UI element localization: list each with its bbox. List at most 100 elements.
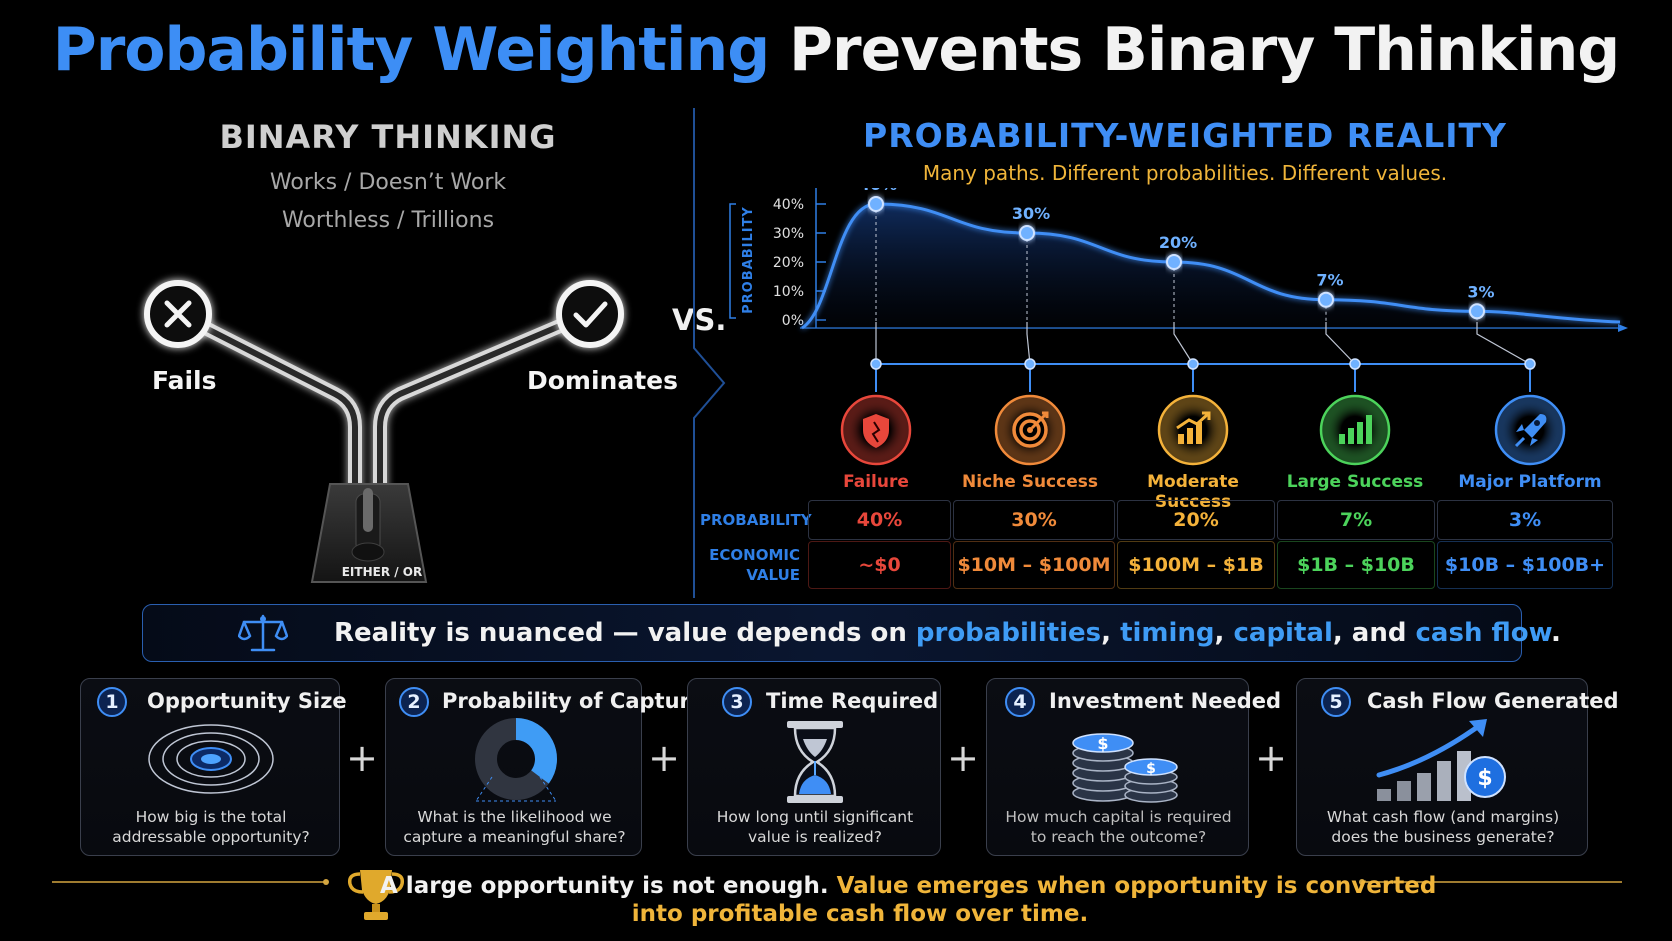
svg-text:$: $ xyxy=(1097,734,1108,753)
factor-desc-1: How much capital is required xyxy=(1005,808,1232,826)
connector-node xyxy=(1349,358,1361,370)
factor-title: Investment Needed xyxy=(1049,689,1282,713)
binary-title: BINARY THINKING xyxy=(219,118,557,156)
banner-part: Reality is nuanced — value depends on xyxy=(334,618,916,648)
rocket-icon xyxy=(1492,392,1568,468)
growth-chart-icon xyxy=(1155,392,1231,468)
row-label-value: VALUE xyxy=(746,566,800,584)
donut-chart-icon xyxy=(475,718,557,802)
reality-subtitle: Many paths. Different probabilities. Dif… xyxy=(922,161,1448,185)
factor-number: 2 xyxy=(399,687,429,717)
x-axis-arrow xyxy=(1618,324,1628,332)
binary-fork-diagram xyxy=(144,280,624,583)
title-rest: Prevents Binary Thinking xyxy=(789,15,1620,85)
connector-node xyxy=(870,358,882,370)
outcome-value: $100M – $1B xyxy=(1117,541,1275,589)
factor-number: 5 xyxy=(1321,687,1351,717)
title-highlight: Probability Weighting xyxy=(52,15,770,85)
factor-number: 1 xyxy=(97,687,127,717)
check-icon xyxy=(556,280,624,348)
bottom-rule xyxy=(52,879,1622,885)
data-point xyxy=(1166,254,1182,270)
factor-card-cash-flow-generated: 5 Cash Flow Generated $ What cash flow (… xyxy=(1296,678,1619,856)
fork-lines xyxy=(171,307,595,499)
option-fails: Fails xyxy=(152,366,217,395)
factor-title: Cash Flow Generated xyxy=(1367,689,1619,713)
radar-rings-icon xyxy=(148,724,274,794)
switch-label: EITHER / OR xyxy=(341,565,423,579)
y-axis-bracket xyxy=(729,203,736,319)
svg-text:$: $ xyxy=(1477,766,1492,791)
factor-card-opportunity-size: 1 Opportunity Size How big is the total … xyxy=(80,678,347,856)
factor-desc-2: to reach the outcome? xyxy=(1030,828,1207,846)
trophy-icon xyxy=(347,870,405,920)
outcome-name: Failure xyxy=(843,472,909,492)
connector-node xyxy=(1187,358,1199,370)
factor-title: Time Required xyxy=(766,689,939,713)
plus-sign: + xyxy=(1255,736,1287,780)
row-label-economic: ECONOMIC xyxy=(709,546,800,564)
data-point xyxy=(1318,291,1334,308)
factor-desc-1: How big is the total xyxy=(135,808,287,826)
outcome-name: Niche Success xyxy=(962,472,1098,492)
binary-line-1: Works / Doesn’t Work xyxy=(269,170,507,195)
data-label: 30% xyxy=(1012,204,1050,223)
bar-chart-icon xyxy=(1317,392,1393,468)
banner-sep: , xyxy=(1214,618,1234,648)
factor-title: Opportunity Size xyxy=(147,689,347,713)
chart-series xyxy=(801,202,1621,330)
binary-line-2: Worthless / Trillions xyxy=(281,208,495,233)
connector-line xyxy=(1476,322,1531,365)
plus-sign: + xyxy=(648,736,680,780)
outcome-probability: 30% xyxy=(953,500,1115,540)
page-title: Probability Weighting Prevents Binary Th… xyxy=(0,12,1672,88)
factor-card-probability-of-capture: 2 Probability of Capture What is the lik… xyxy=(385,678,704,856)
banner-sep: , xyxy=(1101,618,1121,648)
connector-node xyxy=(1524,358,1536,370)
banner-sep: . xyxy=(1551,618,1561,648)
factor-desc-2: does the business generate? xyxy=(1331,828,1555,846)
row-label-probability: PROBABILITY xyxy=(700,511,812,529)
data-point xyxy=(868,196,884,212)
y-tick-label: 30% xyxy=(773,226,804,242)
bottom-continuation: Value emerges when opportunity is conver… xyxy=(828,873,1437,899)
scales-icon xyxy=(238,614,288,652)
x-icon xyxy=(144,280,212,348)
connector-node xyxy=(1024,358,1036,370)
bottom-emphasis: A large opportunity is not enough. xyxy=(380,873,829,899)
bottom-line-1: A large opportunity is not enough. Value… xyxy=(380,873,1436,899)
y-axis-label: PROBABILITY xyxy=(741,206,756,314)
plus-sign: + xyxy=(346,736,378,780)
connector-line xyxy=(1325,322,1356,365)
divider xyxy=(693,108,726,598)
outcome-probability: 3% xyxy=(1437,500,1613,540)
outcome-name: Moderate Success xyxy=(1147,472,1239,512)
factor-desc-1: What cash flow (and margins) xyxy=(1326,808,1560,826)
outcome-value: ~$0 xyxy=(808,541,951,589)
outcome-name: Large Success xyxy=(1286,472,1424,492)
reality-banner xyxy=(142,604,1522,662)
factor-desc-1: How long until significant xyxy=(716,808,914,826)
chart-points: 40% 30% 20% 7% 3% xyxy=(859,188,1495,328)
cashflow-growth-icon: $ xyxy=(1376,719,1506,801)
data-label: 20% xyxy=(1159,233,1197,252)
vs-label: VS. xyxy=(672,303,727,337)
y-tick-label: 40% xyxy=(773,197,804,213)
keyword-cash-flow: cash flow xyxy=(1415,618,1551,648)
coin-stacks-icon: $ $ xyxy=(1072,733,1178,803)
factor-desc-2: value is realized? xyxy=(748,828,882,846)
factor-desc-2: capture a meaningful share? xyxy=(403,828,626,846)
factor-card-investment-needed: 4 Investment Needed $ $ How much capital… xyxy=(986,678,1281,856)
plus-sign: + xyxy=(947,736,979,780)
outcome-name: Major Platform xyxy=(1458,472,1602,492)
outcome-probability: 40% xyxy=(808,500,951,540)
shield-x-icon xyxy=(838,392,914,468)
option-dominates: Dominates xyxy=(527,366,679,395)
banner-sep: , and xyxy=(1332,618,1416,648)
connector-line xyxy=(1173,322,1194,365)
factor-number: 4 xyxy=(1005,687,1035,717)
hourglass-icon xyxy=(787,721,843,803)
outcome-connectors xyxy=(870,322,1536,392)
data-label: 3% xyxy=(1467,282,1494,301)
connector-line xyxy=(1026,322,1031,365)
